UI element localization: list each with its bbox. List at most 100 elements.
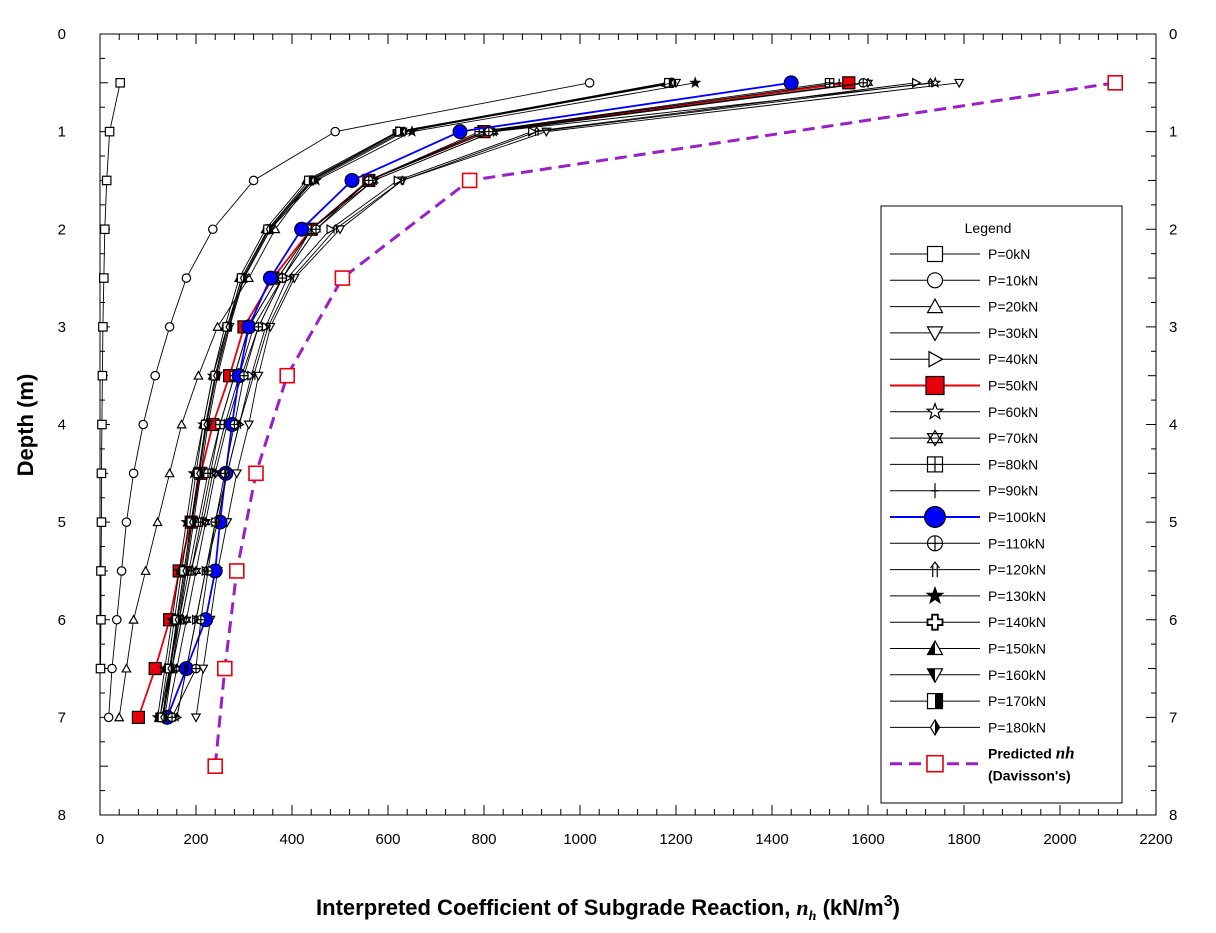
data-point bbox=[689, 76, 702, 88]
data-point bbox=[196, 614, 206, 625]
data-point bbox=[96, 517, 107, 527]
data-point bbox=[112, 614, 122, 625]
data-point bbox=[953, 78, 965, 89]
data-point bbox=[138, 419, 148, 430]
data-point bbox=[167, 663, 174, 674]
data-point bbox=[279, 367, 296, 384]
legend-marker bbox=[929, 718, 941, 737]
data-point bbox=[190, 565, 202, 577]
legend-label: P=80kN bbox=[988, 456, 1038, 472]
y-tick-label-right: 8 bbox=[1169, 807, 1177, 824]
data-point bbox=[203, 419, 210, 430]
legend-label: P=20kN bbox=[988, 299, 1038, 315]
y-tick-label-right: 2 bbox=[1169, 221, 1177, 238]
series-7 bbox=[156, 76, 942, 723]
data-point bbox=[229, 419, 240, 430]
data-point bbox=[207, 758, 223, 774]
x-tick-label: 1600 bbox=[851, 831, 884, 848]
legend-entry: P=90kN bbox=[890, 483, 1038, 499]
legend-label: P=50kN bbox=[988, 378, 1038, 394]
y-tick-label-right: 0 bbox=[1169, 26, 1177, 43]
data-point bbox=[97, 370, 108, 381]
data-point bbox=[140, 565, 151, 575]
data-point bbox=[192, 614, 200, 624]
data-point bbox=[250, 370, 257, 380]
series-1 bbox=[95, 78, 125, 674]
series-9 bbox=[155, 78, 835, 723]
data-point bbox=[208, 224, 218, 235]
legend-marker bbox=[926, 326, 944, 342]
data-point bbox=[584, 78, 595, 88]
data-point bbox=[164, 467, 175, 478]
x-axis-title-exp: 3 bbox=[884, 893, 893, 910]
data-point bbox=[248, 175, 259, 186]
data-point bbox=[363, 175, 374, 186]
legend-label: P=70kN bbox=[988, 430, 1038, 446]
data-point bbox=[96, 566, 106, 576]
data-point bbox=[202, 565, 209, 576]
x-tick-label: 600 bbox=[375, 831, 400, 848]
y-tick-label-left: 2 bbox=[58, 221, 66, 238]
data-point bbox=[190, 713, 202, 723]
data-point bbox=[97, 419, 107, 430]
series-line bbox=[118, 82, 672, 718]
legend-label: P=150kN bbox=[988, 641, 1046, 657]
data-point bbox=[121, 517, 132, 527]
data-point bbox=[95, 663, 106, 674]
data-point bbox=[116, 566, 127, 576]
legend-marker bbox=[926, 754, 944, 773]
legend-label-2: (Davisson's) bbox=[988, 768, 1071, 784]
series-line bbox=[166, 82, 869, 718]
legend-marker bbox=[925, 375, 945, 396]
x-tick-label: 400 bbox=[279, 831, 304, 848]
data-point bbox=[173, 712, 180, 722]
legend-title: Legend bbox=[965, 220, 1012, 236]
legend-label-italic: nh bbox=[1056, 744, 1075, 763]
legend-marker bbox=[926, 456, 944, 473]
series-line bbox=[161, 82, 840, 718]
legend-label: P=120kN bbox=[988, 562, 1046, 578]
data-point bbox=[182, 565, 189, 577]
legend-marker bbox=[926, 272, 944, 289]
y-tick-label-left: 0 bbox=[58, 26, 66, 43]
x-tick-label: 1400 bbox=[755, 831, 788, 848]
y-tick-label-right: 1 bbox=[1169, 124, 1177, 141]
data-point bbox=[332, 224, 339, 234]
series-5 bbox=[172, 77, 922, 723]
x-axis-title: Interpreted Coefficient of Subgrade Reac… bbox=[316, 893, 900, 924]
series-8 bbox=[161, 77, 874, 723]
legend-marker bbox=[930, 561, 940, 578]
series-12 bbox=[167, 78, 868, 723]
data-point bbox=[193, 370, 204, 380]
legend-entry: P=70kN bbox=[890, 429, 1038, 447]
data-point bbox=[253, 322, 264, 332]
series-line bbox=[108, 82, 590, 718]
data-point bbox=[461, 172, 478, 189]
series-line bbox=[161, 82, 672, 718]
y-tick-label-left: 5 bbox=[58, 514, 66, 531]
legend-marker bbox=[926, 297, 944, 314]
x-tick-label: 1200 bbox=[659, 831, 692, 848]
data-point bbox=[152, 516, 163, 527]
legend-label: P=180kN bbox=[988, 719, 1046, 735]
series-line bbox=[162, 82, 674, 718]
data-point bbox=[248, 465, 264, 482]
data-point bbox=[783, 75, 799, 91]
y-tick-label-right: 5 bbox=[1169, 514, 1177, 531]
x-axis-title-sub: h bbox=[809, 909, 817, 924]
data-point bbox=[243, 420, 255, 430]
legend-label: P=170kN bbox=[988, 693, 1046, 709]
legend-label: P=160kN bbox=[988, 667, 1046, 683]
data-point bbox=[224, 468, 231, 478]
legend-marker bbox=[926, 245, 944, 263]
series-line bbox=[157, 82, 696, 718]
data-point bbox=[99, 224, 110, 235]
legend-marker bbox=[926, 613, 944, 631]
data-point bbox=[164, 322, 175, 332]
legend-entry: P=130kN bbox=[890, 585, 1046, 605]
series-17 bbox=[159, 78, 682, 723]
x-tick-label: 1800 bbox=[947, 831, 980, 848]
data-point bbox=[181, 273, 192, 283]
y-tick-label-right: 7 bbox=[1169, 709, 1177, 726]
data-point bbox=[128, 468, 139, 479]
